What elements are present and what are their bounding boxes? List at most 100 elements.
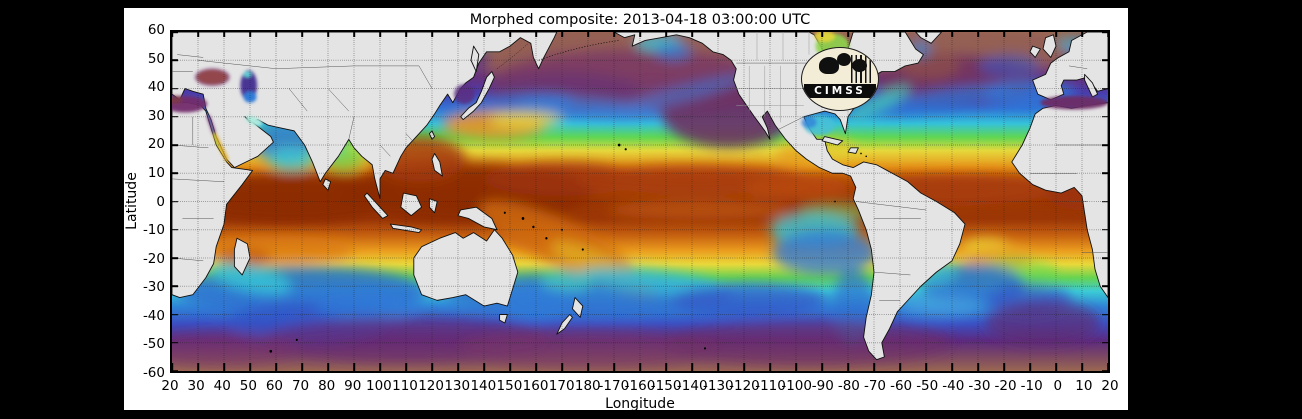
y-axis-tick-labels: 60 50 40 30 20 10 0 -10 -20 -30 -40 -50 -60 <box>124 22 165 381</box>
x-tick-mark <box>223 32 225 37</box>
y-tick-label: 20 <box>147 136 165 153</box>
x-tick-mark <box>457 32 459 37</box>
x-tick-mark <box>925 363 927 371</box>
island-specks <box>269 40 867 353</box>
x-tick-mark <box>795 363 797 371</box>
y-tick-mark <box>172 31 178 33</box>
y-tick-mark <box>1102 172 1108 175</box>
x-tick-mark <box>613 32 615 37</box>
y-tick-label: 10 <box>147 164 165 181</box>
y-tick-mark <box>1102 313 1108 316</box>
world-map-canvas <box>172 32 1108 371</box>
x-tick-mark <box>197 363 199 371</box>
x-tick-label: -80 <box>837 378 860 394</box>
x-tick-mark <box>769 363 771 371</box>
y-tick-mark <box>172 341 178 344</box>
cimss-logo: CIMSS <box>801 47 879 111</box>
x-tick-mark <box>405 32 407 37</box>
x-tick-mark <box>509 363 511 371</box>
x-axis-label: Longitude <box>605 396 675 412</box>
x-tick-label: -150 <box>650 378 682 394</box>
x-tick-label: -20 <box>994 378 1017 394</box>
x-tick-mark <box>873 32 875 37</box>
y-tick-mark <box>1102 115 1108 118</box>
y-tick-mark <box>172 144 178 146</box>
logo-globe-shadow <box>852 59 867 72</box>
x-tick-label: 10 <box>1075 378 1093 394</box>
x-tick-label: -90 <box>811 378 834 394</box>
x-tick-mark <box>873 363 875 371</box>
plot-title: Morphed composite: 2013-04-18 03:00:00 U… <box>469 12 811 28</box>
x-tick-mark <box>1055 32 1057 37</box>
x-tick-label: 50 <box>239 378 257 394</box>
x-tick-mark <box>665 32 667 37</box>
x-tick-label: -40 <box>942 378 965 394</box>
x-tick-label: 30 <box>187 378 205 394</box>
x-tick-label: 0 <box>1053 378 1063 394</box>
x-tick-mark <box>899 32 901 37</box>
y-tick-mark <box>1102 144 1108 146</box>
y-tick-mark <box>172 59 178 62</box>
y-tick-label: -30 <box>142 279 165 296</box>
y-tick-mark <box>1102 228 1108 231</box>
y-tick-mark <box>172 200 178 203</box>
y-tick-label: -10 <box>142 222 165 239</box>
x-tick-mark <box>197 32 199 37</box>
x-tick-mark <box>613 363 615 371</box>
x-tick-label: -60 <box>890 378 913 394</box>
x-tick-mark <box>1081 32 1083 37</box>
x-tick-mark <box>353 363 355 371</box>
logo-text: CIMSS <box>804 84 876 98</box>
x-tick-label: 20 <box>1101 378 1119 394</box>
x-tick-mark <box>1029 32 1031 37</box>
x-tick-mark <box>951 32 953 37</box>
x-tick-mark <box>457 363 459 371</box>
inland-seas <box>172 32 1108 162</box>
y-tick-label: 60 <box>147 22 165 38</box>
x-tick-label: 40 <box>213 378 231 394</box>
x-tick-mark <box>691 32 693 37</box>
y-tick-mark <box>1102 87 1108 90</box>
x-tick-mark <box>223 363 225 371</box>
x-tick-mark <box>1003 363 1005 371</box>
x-tick-mark <box>925 32 927 37</box>
y-tick-label: 50 <box>147 50 165 67</box>
x-tick-label: -170 <box>598 378 630 394</box>
x-tick-mark <box>1003 32 1005 37</box>
y-tick-mark <box>172 313 178 316</box>
x-tick-mark <box>1055 363 1057 371</box>
x-tick-mark <box>691 363 693 371</box>
x-tick-mark <box>483 32 485 37</box>
x-tick-label: -100 <box>781 378 812 394</box>
x-tick-label: 100 <box>365 378 392 394</box>
y-tick-mark <box>172 228 178 231</box>
x-tick-mark <box>561 363 563 371</box>
x-tick-mark <box>587 363 589 371</box>
x-tick-label: 130 <box>444 378 471 394</box>
logo-satellite-dish-icon <box>837 53 851 66</box>
y-tick-mark <box>1102 200 1108 203</box>
y-tick-mark <box>172 87 178 90</box>
x-tick-mark <box>275 32 277 37</box>
y-tick-mark <box>1102 370 1108 372</box>
x-tick-label: -130 <box>703 378 734 394</box>
y-tick-mark <box>172 115 178 118</box>
x-tick-mark <box>1107 32 1109 37</box>
country-borders <box>172 32 1108 300</box>
x-tick-mark <box>405 363 407 371</box>
y-axis-label: Latitude <box>124 172 140 230</box>
x-tick-mark <box>639 32 641 37</box>
x-tick-label: -120 <box>729 378 760 394</box>
x-tick-mark <box>171 32 173 37</box>
plot-area: CIMSS <box>170 30 1110 373</box>
x-tick-mark <box>327 363 329 371</box>
x-tick-mark <box>535 363 537 371</box>
x-tick-mark <box>249 363 251 371</box>
x-tick-mark <box>847 363 849 371</box>
x-tick-label: -70 <box>863 378 887 394</box>
x-tick-label: 80 <box>318 378 336 394</box>
y-tick-label: -20 <box>142 250 165 267</box>
x-tick-mark <box>301 32 303 37</box>
x-tick-label: -160 <box>624 378 656 394</box>
